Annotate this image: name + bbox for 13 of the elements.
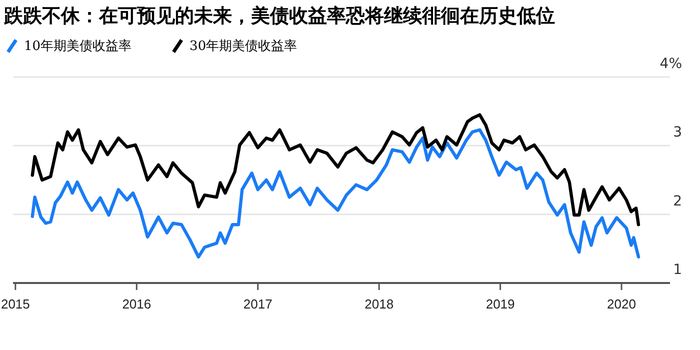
legend-label: 30年期美债收益率 <box>190 38 298 54</box>
x-tick-label: 2018 <box>364 296 394 312</box>
x-tick-label: 2017 <box>243 296 272 312</box>
y-tick-label: 3 <box>673 124 682 141</box>
x-tick-label: 2019 <box>486 296 515 312</box>
legend-label: 10年期美债收益率 <box>24 38 132 54</box>
x-tick-label: 2016 <box>122 296 152 312</box>
chart-title: 跌跌不休：在可预见的未来，美债收益率恐将继续徘徊在历史低位 <box>3 5 555 27</box>
x-tick-label: 2015 <box>0 296 30 312</box>
x-tick-label: 2020 <box>607 296 636 312</box>
y-tick-label: 4% <box>660 56 682 72</box>
y-tick-label: 2 <box>673 193 682 210</box>
y-tick-label: 1 <box>673 262 682 278</box>
